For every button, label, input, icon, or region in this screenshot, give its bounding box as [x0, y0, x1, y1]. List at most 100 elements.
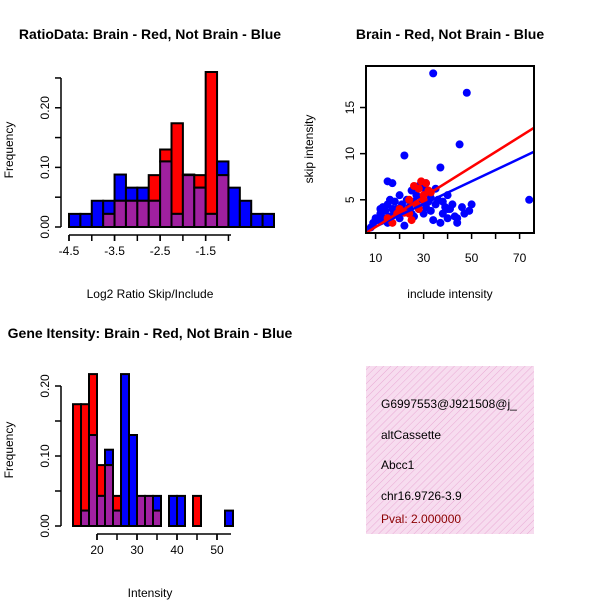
x-tick-label: 70 [513, 251, 527, 265]
ratio-histogram-x-axis: -4.5 -3.5 -2.5 -1.5 [59, 234, 231, 258]
histogram-bar [192, 494, 202, 527]
y-tick-label: 0.00 [38, 514, 52, 538]
scatter-fit-lines [365, 126, 535, 235]
scatter-point [390, 197, 399, 206]
scatter-point [426, 206, 435, 215]
x-tick-label: 50 [465, 251, 479, 265]
histogram-bar-overlap [204, 212, 219, 228]
histogram-bar [120, 373, 130, 527]
histogram-bar [170, 122, 184, 215]
pval-text: Pval: 2.000000 [381, 512, 461, 526]
scatter-plot-frame [365, 65, 535, 234]
scatter-point [429, 69, 438, 78]
histogram-bar [68, 212, 82, 228]
scatter-point [443, 205, 452, 214]
scatter-point [405, 195, 414, 204]
x-tick-label: -3.5 [104, 244, 125, 258]
histogram-bar [224, 509, 234, 528]
histogram-bar [79, 212, 93, 228]
intensity-histogram-ylabel: Frequency [2, 422, 16, 479]
scatter-fit-line [365, 150, 535, 233]
scatter-point [422, 179, 430, 188]
intensity-histogram-panel: Gene Itensity: Brain - Red, Not Brain - … [2, 325, 293, 600]
histogram-bar-overlap [104, 464, 114, 528]
histogram-bar-overlap [147, 199, 162, 228]
histogram-bar-overlap [144, 494, 154, 527]
gene-name-text: Abcc1 [381, 458, 415, 472]
histogram-bar [238, 199, 253, 228]
x-tick-label: 40 [170, 543, 184, 557]
intensity-histogram-bars [72, 373, 234, 528]
ratio-histogram-bars [68, 71, 276, 228]
y-tick-label: 0.00 [38, 215, 52, 239]
scatter-xlabel: include intensity [407, 287, 492, 301]
ratio-histogram-panel: RatioData: Brain - Red, Not Brain - Blue… [2, 26, 281, 301]
histogram-bar [227, 186, 241, 228]
scatter-x-axis: 10 30 50 70 [369, 233, 527, 265]
histogram-bar [102, 199, 116, 215]
histogram-bar-overlap [88, 434, 98, 527]
x-tick-label: 20 [90, 543, 104, 557]
y-tick-label: 0.10 [38, 444, 52, 468]
x-tick-label: -4.5 [59, 244, 80, 258]
ratio-histogram-y-axis: 0.00 0.10 0.20 [38, 77, 62, 239]
intensity-histogram-title: Gene Itensity: Brain - Red, Not Brain - … [8, 325, 293, 341]
ratio-histogram-xlabel: Log2 Ratio Skip/Include [87, 287, 214, 301]
histogram-bar [80, 403, 90, 512]
histogram-bar [159, 148, 173, 163]
histogram-bar-overlap [112, 509, 122, 528]
scatter-point [400, 151, 409, 160]
scatter-point [462, 88, 471, 97]
histogram-bar [216, 160, 230, 177]
y-tick-label: 0.10 [38, 155, 52, 179]
y-tick-label: 0.20 [38, 96, 52, 120]
x-tick-label: -2.5 [150, 244, 171, 258]
histogram-bar [261, 212, 276, 228]
histogram-bar-overlap [102, 212, 116, 228]
histogram-bar-overlap [193, 186, 207, 228]
histogram-bar [88, 373, 98, 437]
location-text: chr16.9726-3.9 [381, 489, 462, 503]
scatter-point [407, 216, 416, 225]
y-tick-label: 15 [343, 101, 357, 115]
histogram-bar [104, 448, 114, 467]
scatter-point [383, 177, 392, 186]
histogram-bar [113, 173, 127, 202]
histogram-bar-overlap [136, 494, 146, 527]
histogram-bar [72, 403, 82, 528]
event-type-text: altCassette [381, 428, 441, 442]
scatter-point [460, 209, 469, 218]
scatter-point [453, 214, 462, 223]
intensity-histogram-y-axis: 0.00 0.10 0.20 [38, 374, 62, 538]
x-tick-label: 30 [417, 251, 431, 265]
scatter-point [395, 191, 404, 200]
scatter-y-axis: 5 10 15 [343, 101, 366, 203]
info-box-background [366, 366, 534, 534]
scatter-point [436, 218, 445, 227]
histogram-bar-overlap [80, 509, 90, 528]
y-tick-label: 5 [343, 196, 357, 203]
intensity-scatter-panel: Brain - Red, Not Brain - Blue include in… [302, 26, 544, 301]
histogram-bar [128, 434, 138, 527]
histogram-bar-overlap [124, 199, 139, 228]
info-box-panel: G6997553@J921508@j_ altCassette Abcc1 ch… [366, 366, 534, 534]
intensity-histogram-xlabel: Intensity [128, 586, 173, 600]
histogram-bar-overlap [159, 160, 173, 228]
x-tick-label: 30 [130, 543, 144, 557]
scatter-point [455, 140, 464, 149]
scatter-title: Brain - Red, Not Brain - Blue [356, 26, 544, 42]
histogram-bar [250, 212, 264, 228]
histogram-bar-overlap [113, 199, 127, 228]
histogram-bar [96, 464, 106, 497]
x-tick-label: 50 [210, 543, 224, 557]
scatter-point [458, 203, 466, 212]
histogram-bar [147, 174, 162, 202]
scatter-points [366, 69, 534, 232]
histogram-bar-overlap [96, 494, 106, 527]
scatter-point [429, 216, 438, 225]
histogram-bar [112, 494, 122, 512]
histogram-bar-overlap [216, 174, 230, 228]
scatter-point [443, 214, 452, 223]
histogram-bar-overlap [136, 199, 150, 228]
